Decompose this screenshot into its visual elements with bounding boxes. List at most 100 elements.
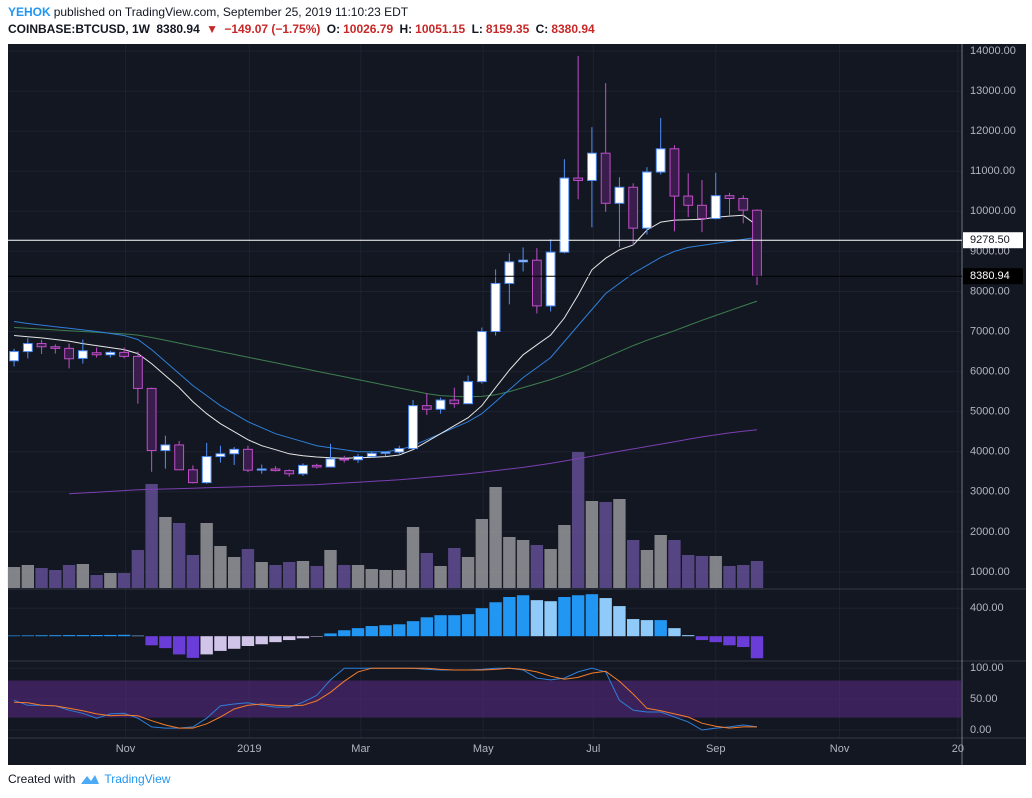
brand[interactable]: TradingView xyxy=(104,772,171,786)
volume-bar xyxy=(448,548,461,588)
histogram-bar xyxy=(599,598,612,637)
candle-body xyxy=(146,387,157,452)
candle-body xyxy=(270,468,281,472)
histogram-bar xyxy=(379,625,392,637)
candle-body xyxy=(545,251,556,307)
histogram-bar xyxy=(90,635,103,637)
histogram-bar xyxy=(255,636,268,645)
histogram-bar xyxy=(172,636,186,655)
histogram-bar xyxy=(338,630,351,637)
volume-bar xyxy=(159,517,172,588)
histogram-bar xyxy=(7,635,21,637)
volume-bar xyxy=(186,555,200,588)
volume-bar xyxy=(461,557,475,588)
histogram-bar xyxy=(737,636,750,648)
histogram-bar xyxy=(448,615,461,637)
volume-bar xyxy=(214,546,227,588)
candle-body xyxy=(174,444,185,471)
change: −149.07 (−1.75%) xyxy=(224,22,321,36)
volume-bar xyxy=(709,556,722,588)
y-tick-label: 0.00 xyxy=(970,724,991,736)
histogram-bar xyxy=(324,633,337,637)
histogram-bar xyxy=(269,636,282,643)
volume-bar xyxy=(49,570,62,588)
candle-body xyxy=(449,399,460,405)
histogram-bar xyxy=(406,621,420,637)
histogram-bar xyxy=(695,636,709,641)
y-tick-label: 12000.00 xyxy=(970,125,1016,137)
x-tick-label: 2019 xyxy=(237,743,261,755)
volume-bar xyxy=(269,565,282,588)
histogram-bar xyxy=(365,626,378,637)
candle-body xyxy=(724,195,735,199)
volume-bar xyxy=(626,540,640,588)
volume-bar xyxy=(489,487,502,588)
y-tick-label: 1000.00 xyxy=(970,566,1010,578)
histogram-bar xyxy=(503,597,516,637)
volume-bar xyxy=(117,573,131,588)
ohlc-value: 8159.35 xyxy=(485,22,530,36)
volume-bar xyxy=(530,545,544,588)
volume-bar xyxy=(420,553,433,588)
histogram-bar xyxy=(626,619,640,637)
footer: Created with TradingView xyxy=(8,772,170,786)
histogram-bar xyxy=(640,620,654,637)
histogram-bar xyxy=(544,601,557,637)
histogram-bar xyxy=(159,636,172,649)
x-tick-label: Mar xyxy=(351,743,370,755)
candle-body xyxy=(518,259,529,263)
histogram-bar xyxy=(310,636,323,637)
histogram-bar xyxy=(117,634,131,637)
volume-bar xyxy=(200,523,213,588)
volume-bar xyxy=(21,565,35,588)
y-tick-label: 5000.00 xyxy=(970,406,1010,418)
histogram-bar xyxy=(489,602,502,637)
candle-body xyxy=(490,282,501,333)
candle-body xyxy=(132,355,143,389)
histogram-bar xyxy=(723,636,736,646)
ohlc-label: L: xyxy=(471,22,483,36)
volume-bar xyxy=(503,537,516,588)
ohlc-value: 8380.94 xyxy=(551,22,595,36)
histogram-bar xyxy=(62,635,76,637)
volume-bar xyxy=(750,561,764,588)
candle-body xyxy=(77,350,88,359)
candle-body xyxy=(22,343,33,353)
volume-bar xyxy=(296,561,310,588)
y-tick-label: 14000.00 xyxy=(970,45,1016,57)
histogram-bar xyxy=(571,595,585,637)
histogram-bar xyxy=(393,624,406,637)
y-tick-label: 2000.00 xyxy=(970,526,1010,538)
volume-bar xyxy=(172,523,186,588)
volume-bar xyxy=(558,525,571,588)
candle-body xyxy=(697,204,707,220)
y-tick-label: 100.00 xyxy=(970,662,1004,674)
candle-body xyxy=(215,453,226,458)
volume-bar xyxy=(227,557,241,588)
y-tick-label: 8000.00 xyxy=(970,285,1010,297)
candle-body xyxy=(380,451,391,454)
volume-bar xyxy=(599,502,612,588)
candle-body xyxy=(311,464,322,468)
histogram-bar xyxy=(283,636,296,641)
histogram-bar xyxy=(104,634,117,637)
histogram-bar xyxy=(296,636,310,639)
candle-body xyxy=(366,452,377,458)
volume-bar xyxy=(90,575,103,588)
price-label: 8380.94 xyxy=(970,270,1010,282)
volume-bar xyxy=(7,567,21,588)
candle-body xyxy=(105,351,116,356)
volume-bar xyxy=(76,564,90,588)
header-line: YEHOK published on TradingView.com, Septe… xyxy=(8,5,411,19)
candle-body xyxy=(36,343,47,348)
volume-bar xyxy=(723,566,736,588)
candle-body xyxy=(738,197,749,211)
volume-bar xyxy=(338,565,351,588)
candle-body xyxy=(9,351,19,362)
author[interactable]: YEHOK xyxy=(8,5,51,19)
ohlc-label: O: xyxy=(326,22,341,36)
candle-body xyxy=(50,346,61,349)
published: published on TradingView.com, September … xyxy=(53,5,409,19)
volume-bar xyxy=(668,540,681,588)
ohlc-value: 10026.79 xyxy=(343,22,394,36)
